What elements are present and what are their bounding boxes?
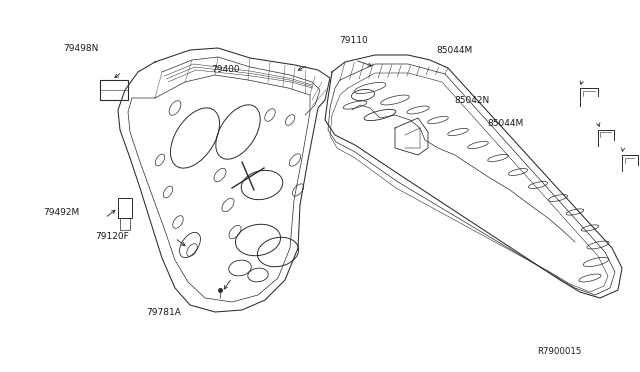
Text: 85042N: 85042N [454, 96, 490, 105]
Bar [100, 80, 128, 100]
Text: 79492M: 79492M [44, 208, 80, 217]
Text: R7900015: R7900015 [538, 347, 582, 356]
Bar [120, 218, 130, 230]
Text: 85044M: 85044M [436, 46, 473, 55]
Text: 85044M: 85044M [488, 119, 524, 128]
Text: 79120F: 79120F [95, 232, 129, 241]
Text: 79400: 79400 [211, 65, 240, 74]
Text: 79781A: 79781A [146, 308, 180, 317]
Bar [118, 198, 132, 218]
Text: 79110: 79110 [339, 36, 368, 45]
Text: 79498N: 79498N [63, 44, 98, 53]
